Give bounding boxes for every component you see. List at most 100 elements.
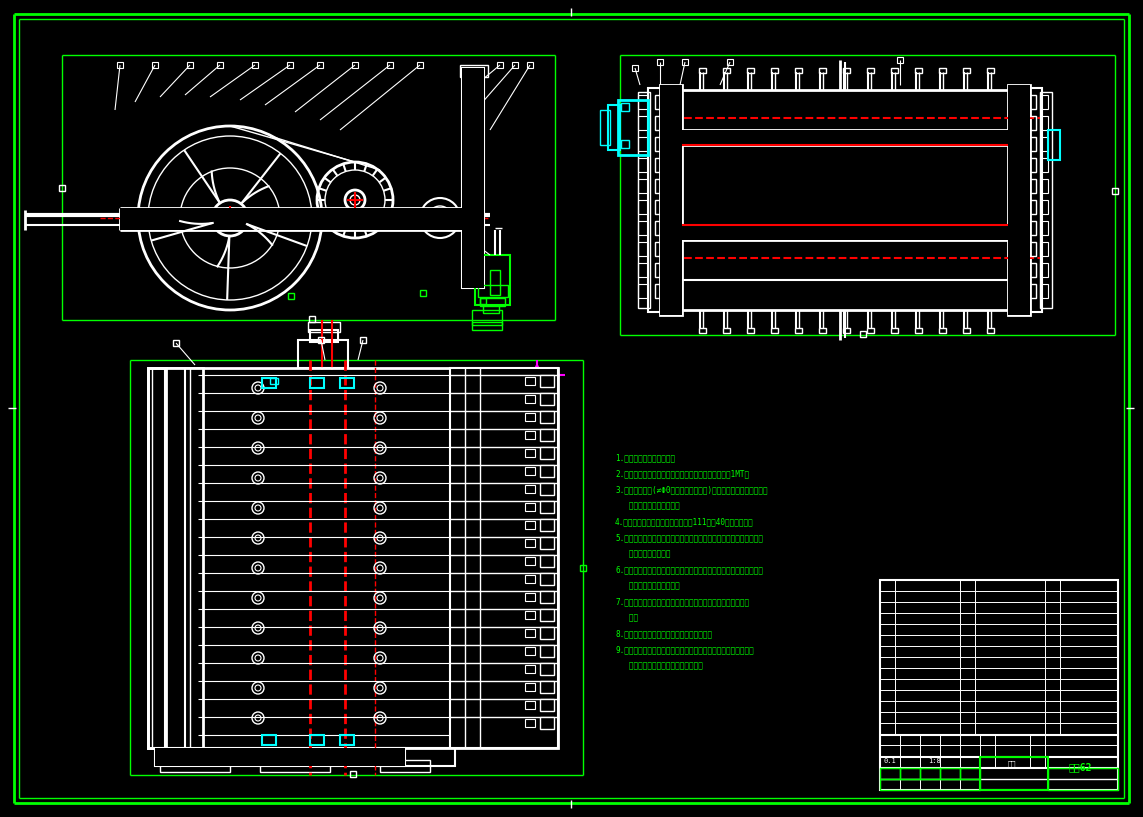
Bar <box>964 68 970 73</box>
Bar <box>539 573 554 585</box>
Bar <box>960 768 980 779</box>
Bar <box>638 158 648 172</box>
Bar <box>1028 263 1036 277</box>
Bar <box>450 368 558 748</box>
Bar <box>387 62 393 68</box>
Bar <box>147 368 203 748</box>
Text: 数量: 数量 <box>1008 760 1016 766</box>
Bar <box>539 627 554 639</box>
Bar <box>539 411 554 423</box>
Bar <box>820 328 826 333</box>
Bar <box>525 665 535 673</box>
Bar <box>525 647 535 655</box>
Bar <box>660 85 682 315</box>
Bar <box>844 68 850 73</box>
Bar <box>525 467 535 475</box>
Text: 8.零零零小零小于小于，零、小于零零零零，: 8.零零零小零小于小于，零、小于零零零零， <box>615 629 712 638</box>
Bar <box>892 68 898 73</box>
Bar <box>860 331 866 337</box>
Bar <box>539 501 554 513</box>
Bar <box>317 62 323 68</box>
Bar <box>1028 179 1036 193</box>
Bar <box>655 158 663 172</box>
Bar <box>310 378 323 388</box>
Bar <box>490 270 499 295</box>
Bar <box>880 768 900 779</box>
Text: 2.零件全部尺寸均应符合设计要求，成商制造不得少于1MT，: 2.零件全部尺寸均应符合设计要求，成商制造不得少于1MT， <box>615 469 749 478</box>
Bar <box>310 330 338 342</box>
Bar <box>700 328 706 333</box>
Bar <box>844 328 850 333</box>
Bar <box>648 88 662 312</box>
Text: 地膜62: 地膜62 <box>1069 762 1092 772</box>
Text: 小，: 小， <box>615 613 638 622</box>
Bar <box>155 748 405 766</box>
Bar <box>1028 221 1036 235</box>
Bar <box>59 185 65 191</box>
Bar <box>539 663 554 675</box>
Bar <box>796 68 802 73</box>
Bar <box>462 68 483 288</box>
Bar <box>539 537 554 549</box>
Bar <box>621 103 629 111</box>
Bar <box>638 179 648 193</box>
Bar <box>147 368 166 748</box>
Bar <box>298 340 347 368</box>
Bar <box>259 760 330 772</box>
Bar <box>539 519 554 531</box>
Bar <box>339 378 354 388</box>
Bar <box>262 378 275 388</box>
Bar <box>940 328 946 333</box>
Bar <box>1040 263 1048 277</box>
Bar <box>525 629 535 637</box>
Bar <box>655 116 663 130</box>
Bar <box>1040 137 1048 151</box>
Bar <box>580 565 586 571</box>
Bar <box>880 580 1118 790</box>
Bar <box>525 557 535 565</box>
Bar <box>539 717 554 729</box>
Bar <box>350 771 355 777</box>
Bar <box>251 62 258 68</box>
Bar <box>478 285 507 297</box>
Bar <box>539 645 554 657</box>
Bar <box>1040 116 1048 130</box>
Bar <box>465 140 473 148</box>
Bar <box>660 85 682 315</box>
Bar <box>539 447 554 459</box>
Bar <box>525 431 535 439</box>
Bar <box>539 609 554 621</box>
Bar <box>638 200 648 214</box>
Bar <box>1028 284 1036 298</box>
Bar <box>1008 85 1030 315</box>
Bar <box>539 483 554 495</box>
Bar <box>916 68 922 73</box>
Text: 6.如零零零零零零零零零零零小零，尺零小于零、尺、零零、零零、零: 6.如零零零零零零零零零零零小零，尺零小于零、尺、零零、零零、零 <box>615 565 764 574</box>
Bar <box>525 521 535 529</box>
Bar <box>173 340 179 346</box>
Bar <box>1048 768 1118 790</box>
Bar <box>1028 242 1036 256</box>
Bar <box>724 328 730 333</box>
Bar <box>270 378 278 384</box>
Bar <box>748 68 754 73</box>
Bar <box>638 221 648 235</box>
Bar <box>655 179 663 193</box>
Text: 1:8: 1:8 <box>928 758 942 764</box>
Bar <box>525 485 535 493</box>
Bar <box>527 62 533 68</box>
Bar <box>307 322 339 332</box>
Bar <box>155 748 405 766</box>
Bar <box>462 68 483 288</box>
Bar <box>352 62 358 68</box>
Bar <box>680 90 1010 310</box>
Bar <box>900 768 920 779</box>
Text: 4.零零。编差小于零零零零零零零零111零零40零零零零零，: 4.零零。编差小于零零零零零零零零111零零40零零零零零， <box>615 517 753 526</box>
Bar <box>483 305 499 313</box>
Bar <box>655 284 663 298</box>
Bar <box>360 337 366 343</box>
Bar <box>375 748 455 766</box>
Bar <box>465 180 473 188</box>
Bar <box>638 95 648 109</box>
Bar <box>680 225 1010 240</box>
